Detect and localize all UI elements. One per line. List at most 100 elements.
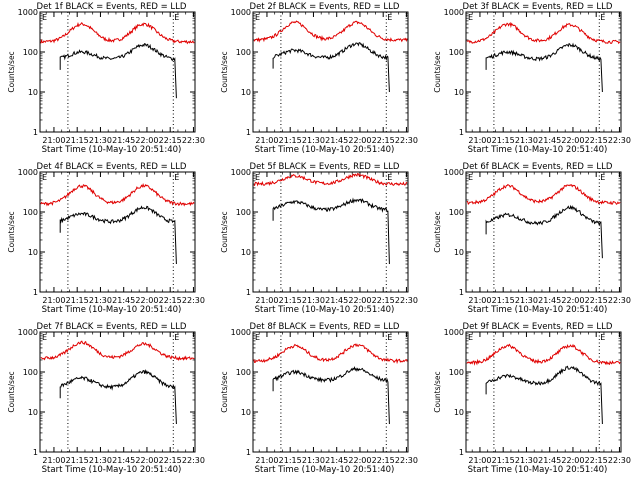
x-tick-label: 22:00 (561, 296, 584, 305)
panel-title: Det 7f BLACK = Events, RED = LLD (37, 322, 187, 332)
y-tick-label: 10 (28, 248, 38, 257)
x-axis-label: Start Time (10-May-10 20:51:40) (468, 305, 608, 315)
corner-label-right: E (174, 333, 179, 342)
plot-frame (39, 171, 196, 293)
x-tick-label: 22:30 (182, 296, 205, 305)
x-axis-label: Start Time (10-May-10 20:51:40) (255, 145, 395, 155)
x-tick-label: 22:30 (608, 136, 631, 145)
x-tick-label: 22:00 (348, 296, 371, 305)
lld-series-line (466, 343, 621, 366)
x-tick-label: 22:30 (182, 136, 205, 145)
y-tick-label: 10 (241, 408, 251, 417)
plot-frame (252, 171, 409, 293)
y-axis-label: Counts/sec (433, 51, 442, 92)
x-tick-label: 21:00 (42, 456, 65, 465)
y-tick-label: 1000 (231, 328, 251, 337)
y-tick-label: 100 (236, 368, 251, 377)
x-axis-label: Start Time (10-May-10 20:51:40) (42, 465, 182, 475)
events-series-line (272, 197, 390, 265)
x-axis-label: Start Time (10-May-10 20:51:40) (42, 305, 182, 315)
x-tick-label: 22:15 (372, 456, 395, 465)
x-tick-label: 21:15 (492, 136, 515, 145)
x-tick-label: 22:30 (608, 296, 631, 305)
x-tick-label: 21:00 (468, 456, 491, 465)
x-tick-label: 22:00 (135, 136, 158, 145)
x-axis-label: Start Time (10-May-10 20:51:40) (255, 465, 395, 475)
plot-frame (39, 331, 196, 453)
x-tick-label: 21:30 (515, 296, 538, 305)
x-tick-label: 21:30 (89, 296, 112, 305)
x-tick-label: 22:30 (395, 136, 418, 145)
y-tick-label: 100 (236, 48, 251, 57)
y-axis-label: Counts/sec (7, 211, 16, 252)
y-tick-label: 1 (33, 128, 38, 137)
x-tick-label: 22:15 (372, 296, 395, 305)
x-tick-label: 22:00 (561, 456, 584, 465)
x-tick-label: 21:00 (42, 136, 65, 145)
y-tick-label: 1000 (18, 8, 38, 17)
corner-label-right: E (387, 333, 392, 342)
x-tick-label: 21:45 (538, 296, 561, 305)
x-tick-label: 21:15 (66, 296, 89, 305)
lld-series-line (253, 172, 408, 187)
x-tick-label: 21:30 (302, 136, 325, 145)
events-series-line (485, 204, 603, 259)
x-tick-label: 22:00 (135, 456, 158, 465)
y-tick-label: 10 (241, 88, 251, 97)
y-axis-label: Counts/sec (220, 51, 229, 92)
x-tick-label: 21:30 (89, 136, 112, 145)
y-tick-label: 10 (28, 408, 38, 417)
x-tick-label: 22:15 (372, 136, 395, 145)
x-tick-label: 21:15 (66, 456, 89, 465)
x-tick-label: 22:15 (585, 456, 608, 465)
x-tick-label: 22:00 (561, 136, 584, 145)
plot-frame (465, 331, 622, 453)
y-tick-label: 100 (449, 368, 464, 377)
corner-label-left: E (42, 333, 47, 342)
panel-title: Det 5f BLACK = Events, RED = LLD (250, 162, 400, 172)
lld-series-line (40, 340, 195, 362)
y-tick-label: 100 (236, 208, 251, 217)
y-tick-label: 1 (246, 128, 251, 137)
x-tick-label: 22:00 (348, 136, 371, 145)
y-tick-label: 100 (23, 208, 38, 217)
y-tick-label: 1 (246, 288, 251, 297)
x-tick-label: 22:30 (395, 296, 418, 305)
x-tick-label: 21:15 (279, 456, 302, 465)
x-tick-label: 21:00 (468, 296, 491, 305)
corner-label-right: E (174, 173, 179, 182)
corner-label-right: E (600, 333, 605, 342)
plot-frame (252, 11, 409, 133)
x-tick-label: 21:30 (515, 136, 538, 145)
panel-title: Det 1f BLACK = Events, RED = LLD (37, 2, 187, 12)
lld-series-line (40, 183, 195, 207)
x-tick-label: 21:30 (302, 456, 325, 465)
y-tick-label: 100 (449, 48, 464, 57)
x-tick-label: 21:45 (112, 136, 135, 145)
panel-title: Det 9f BLACK = Events, RED = LLD (463, 322, 613, 332)
y-tick-label: 1000 (444, 168, 464, 177)
y-tick-label: 100 (23, 48, 38, 57)
lld-series-line (253, 20, 408, 43)
y-tick-label: 1000 (18, 328, 38, 337)
x-tick-label: 21:30 (515, 456, 538, 465)
plot-frame (252, 331, 409, 453)
corner-label-right: E (600, 173, 605, 182)
lld-series-line (466, 22, 621, 45)
lld-series-line (40, 21, 195, 45)
corner-label-right: E (174, 13, 179, 22)
events-series-line (272, 366, 390, 425)
x-tick-label: 21:45 (325, 136, 348, 145)
x-tick-label: 21:15 (492, 456, 515, 465)
panel-title: Det 2f BLACK = Events, RED = LLD (250, 2, 400, 12)
y-tick-label: 1 (33, 288, 38, 297)
x-tick-label: 21:00 (255, 296, 278, 305)
x-tick-label: 21:15 (279, 136, 302, 145)
x-axis-label: Start Time (10-May-10 20:51:40) (255, 305, 395, 315)
y-tick-label: 1 (459, 288, 464, 297)
events-series-line (485, 42, 603, 93)
y-axis-label: Counts/sec (7, 51, 16, 92)
